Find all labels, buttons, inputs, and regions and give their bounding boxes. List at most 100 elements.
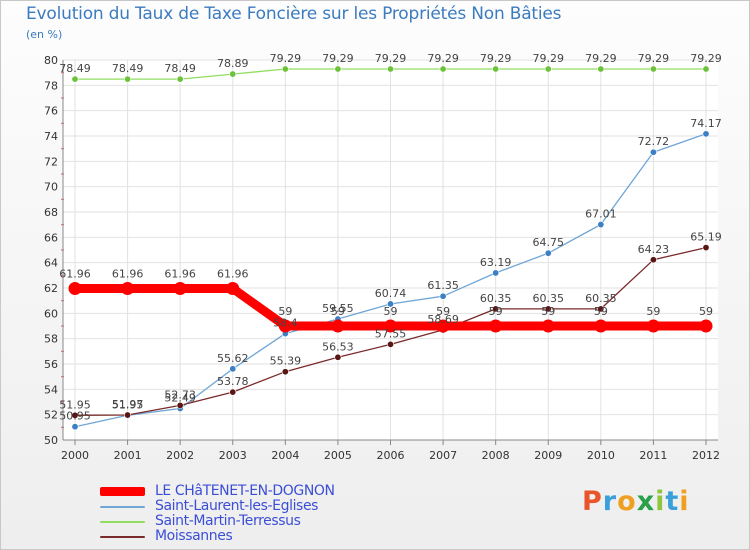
data-point bbox=[597, 65, 605, 73]
x-tick-label: 2008 bbox=[482, 449, 510, 462]
legend: LE CHâTENET-EN-DOGNON Saint-Laurent-les-… bbox=[100, 484, 335, 544]
data-label: 59 bbox=[646, 305, 660, 318]
data-labels: 61.96 61.96 61.96 61.96 59 59 59 59 59 59 59 59 59 50… bbox=[59, 52, 722, 423]
data-point bbox=[386, 340, 394, 348]
data-label: 79.29 bbox=[585, 52, 617, 65]
y-tick-label: 80 bbox=[44, 54, 58, 67]
data-point bbox=[229, 388, 237, 396]
logo-letter: x bbox=[636, 486, 656, 517]
data-label: 60.35 bbox=[533, 292, 565, 305]
data-label: 79.29 bbox=[322, 52, 354, 65]
data-point bbox=[439, 292, 447, 300]
data-label: 79.29 bbox=[270, 52, 302, 65]
y-tick-label: 52 bbox=[44, 409, 58, 422]
data-label: 56.53 bbox=[322, 340, 354, 353]
logo-letter: P bbox=[582, 486, 603, 517]
data-label: 61.96 bbox=[59, 268, 91, 281]
data-label: 51.95 bbox=[59, 398, 91, 411]
data-label: 50.95 bbox=[59, 410, 91, 423]
data-point bbox=[436, 319, 450, 333]
y-tick-label: 50 bbox=[44, 434, 58, 447]
data-point bbox=[439, 65, 447, 73]
data-point bbox=[386, 65, 394, 73]
x-tick-label: 2000 bbox=[61, 449, 89, 462]
y-tick-label: 58 bbox=[44, 333, 58, 346]
data-point bbox=[226, 282, 240, 296]
data-point bbox=[71, 411, 79, 419]
data-point bbox=[489, 319, 503, 333]
y-tick-label: 78 bbox=[44, 79, 58, 92]
data-point bbox=[173, 282, 187, 296]
data-label: 79.29 bbox=[427, 52, 459, 65]
data-point bbox=[649, 65, 657, 73]
legend-label-saint-martin: Saint-Martin-Terressus bbox=[155, 513, 301, 529]
data-label: 51.97 bbox=[112, 398, 144, 411]
data-point bbox=[544, 305, 552, 313]
y-tick-label: 64 bbox=[44, 257, 58, 270]
data-label: 52.73 bbox=[164, 388, 196, 401]
data-point bbox=[121, 282, 135, 296]
data-point bbox=[334, 353, 342, 361]
x-tick-label: 2005 bbox=[324, 449, 352, 462]
data-point bbox=[334, 65, 342, 73]
legend-item-chatenet: LE CHâTENET-EN-DOGNON bbox=[100, 484, 335, 499]
data-label: 55.62 bbox=[217, 352, 249, 365]
data-label: 63.19 bbox=[480, 256, 512, 269]
grid-lines bbox=[63, 59, 718, 441]
data-point bbox=[702, 244, 710, 252]
data-label: 79.29 bbox=[533, 52, 565, 65]
data-label: 61.35 bbox=[427, 279, 459, 292]
data-label: 59 bbox=[436, 305, 450, 318]
x-tick-label: 2003 bbox=[219, 449, 247, 462]
data-point bbox=[176, 401, 184, 409]
data-label: 60.35 bbox=[585, 292, 617, 305]
data-point bbox=[278, 319, 292, 333]
logo-letter: r bbox=[602, 486, 618, 517]
data-point bbox=[384, 319, 397, 333]
data-label: 59.55 bbox=[322, 302, 354, 315]
data-point bbox=[124, 411, 132, 419]
y-tick-label: 74 bbox=[44, 130, 58, 143]
data-point bbox=[646, 319, 660, 333]
legend-item-saint-martin: Saint-Martin-Terressus bbox=[100, 514, 335, 529]
x-tick-label: 2011 bbox=[639, 449, 667, 462]
x-tick-label: 2006 bbox=[377, 449, 405, 462]
data-label: 79.29 bbox=[375, 52, 407, 65]
data-point bbox=[176, 75, 184, 83]
data-point bbox=[541, 319, 555, 333]
y-tick-label: 76 bbox=[44, 105, 58, 118]
legend-swatch-chatenet bbox=[100, 487, 145, 496]
chart-title: Evolution du Taux de Taxe Foncière sur l… bbox=[26, 4, 562, 24]
data-label: 74.17 bbox=[690, 117, 722, 130]
data-label: 72.72 bbox=[638, 135, 670, 148]
data-point bbox=[492, 269, 500, 277]
data-label: 65.19 bbox=[690, 231, 722, 244]
y-tick-label: 62 bbox=[44, 282, 58, 295]
data-point bbox=[229, 70, 237, 78]
data-point bbox=[544, 65, 552, 73]
data-point bbox=[331, 319, 345, 333]
data-point bbox=[229, 365, 237, 373]
legend-label-saint-laurent: Saint-Laurent-les-Eglises bbox=[155, 498, 319, 514]
logo-letter: i bbox=[679, 486, 690, 517]
series-layer bbox=[68, 65, 713, 431]
axes: 50 52 54 56 58 60 62 64 66 68 70 72 74 76 78 80 2000 2001… bbox=[44, 54, 720, 462]
data-label: 58.69 bbox=[427, 313, 459, 326]
x-tick-label: 2001 bbox=[114, 449, 142, 462]
data-label: 53.78 bbox=[217, 375, 249, 388]
y-tick-label: 54 bbox=[44, 383, 58, 396]
data-label: 61.96 bbox=[112, 268, 144, 281]
data-label: 59 bbox=[384, 305, 398, 318]
data-point bbox=[71, 423, 79, 431]
data-point bbox=[281, 65, 289, 73]
legend-label-chatenet: LE CHâTENET-EN-DOGNON bbox=[155, 483, 335, 499]
x-tick-label: 2009 bbox=[534, 449, 562, 462]
x-tick-label: 2002 bbox=[166, 449, 194, 462]
data-point bbox=[594, 319, 608, 333]
y-tick-label: 72 bbox=[44, 155, 58, 168]
data-label: 79.29 bbox=[480, 52, 512, 65]
data-label: 59 bbox=[541, 305, 555, 318]
data-point bbox=[492, 65, 500, 73]
data-label: 55.39 bbox=[270, 355, 302, 368]
